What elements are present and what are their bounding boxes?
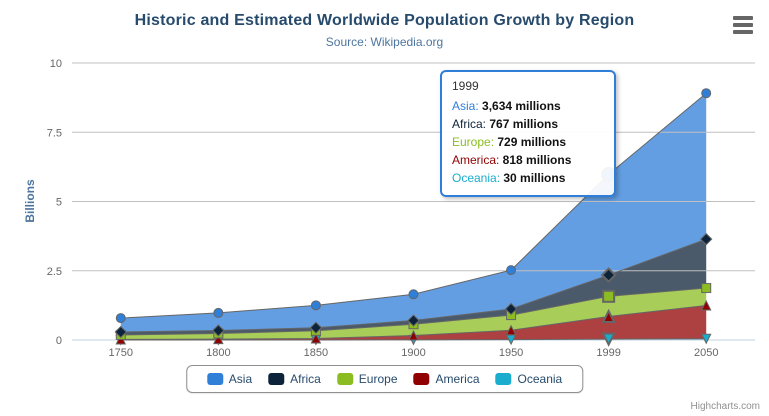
legend-item-america[interactable]: America [413,372,480,386]
x-axis-label-1900: 1900 [401,347,425,359]
tooltip-row-europe: Europe: 729 millions [452,133,604,151]
marker-america-1900[interactable] [408,329,419,341]
y-axis-label: 0 [56,335,62,347]
marker-oceania-2050[interactable] [700,333,712,345]
marker-oceania-1999[interactable] [601,332,616,347]
marker-america-2050[interactable] [700,299,712,311]
chart-title: Historic and Estimated Worldwide Populat… [134,12,635,29]
tooltip-rows: Asia: 3,634 millions Africa: 767 millions… [452,97,604,187]
legend-swatch-africa [268,373,285,385]
marker-africa-1850[interactable] [309,321,323,334]
x-axis-label-1800: 1800 [206,347,230,359]
x-axis-label-1750: 1750 [109,347,133,359]
marker-america-1850[interactable] [310,332,322,344]
marker-europe-2050[interactable] [701,283,712,294]
tooltip-series-name: Asia: [452,99,479,113]
series-area-africa[interactable] [120,239,707,335]
series-area-america[interactable] [120,305,707,340]
legend-label-africa: Africa [290,372,321,386]
export-menu-button[interactable] [730,14,756,36]
y-axis-label: 2.5 [47,266,62,278]
x-axis-label-1950: 1950 [499,347,523,359]
chart-subtitle: Source: Wikipedia.org [325,35,444,49]
tooltip-row-america: America: 818 millions [452,151,604,169]
marker-america-1999[interactable] [601,308,616,324]
tooltip-series-value: 818 millions [499,153,572,167]
marker-america-1950[interactable] [505,324,517,336]
tooltip-row-africa: Africa: 767 millions [452,115,604,133]
marker-asia-1850[interactable] [310,300,321,311]
legend-swatch-asia [206,373,223,385]
series-area-asia[interactable] [120,93,707,332]
legend-item-europe[interactable]: Europe [336,372,398,386]
marker-africa-1800[interactable] [212,324,225,337]
legend-item-asia[interactable]: Asia [206,372,253,386]
marker-asia-1900[interactable] [408,289,419,300]
tooltip-series-value: 767 millions [486,117,559,131]
tooltip-row-asia: Asia: 3,634 millions [452,97,604,115]
x-axis-label-1999: 1999 [596,347,620,359]
tooltip-series-name: Oceania: [452,171,501,185]
legend-item-africa[interactable]: Africa [268,372,321,386]
y-axis-label: 5 [56,197,62,209]
marker-africa-1750[interactable] [114,325,127,339]
hamburger-icon [733,30,753,34]
tooltip-series-value: 3,634 millions [478,99,561,113]
tooltip: 1999 Asia: 3,634 millions Africa: 767 mil… [440,70,616,197]
legend-label-europe: Europe [358,372,398,386]
legend-swatch-oceania [495,373,512,385]
marker-asia-1750[interactable] [115,313,126,324]
legend: Asia Africa Europe America Oceania [185,365,584,393]
marker-africa-2050[interactable] [700,232,713,246]
hamburger-icon [733,23,753,27]
legend-item-oceania[interactable]: Oceania [495,372,563,386]
tooltip-header: 1999 [452,79,479,93]
y-axis-label: 10 [50,58,62,70]
x-axis-label-2050: 2050 [694,347,718,359]
marker-africa-1950[interactable] [504,302,518,316]
marker-africa-1900[interactable] [407,314,420,327]
marker-asia-2050[interactable] [701,88,712,99]
tooltip-series-value: 729 millions [494,135,567,149]
marker-america-1800[interactable] [213,333,224,345]
legend-swatch-europe [336,373,353,385]
legend-label-america: America [435,372,480,386]
legend-swatch-america [413,373,430,385]
tooltip-series-value: 30 millions [500,171,566,185]
marker-asia-1800[interactable] [213,307,224,318]
marker-asia-1950[interactable] [506,265,517,276]
y-axis-label: 7.5 [47,127,62,139]
legend-label-oceania: Oceania [517,372,563,386]
tooltip-series-name: America: [452,153,500,167]
credits-link[interactable]: Highcharts.com [690,401,760,412]
tooltip-series-name: Africa: [452,117,487,131]
tooltip-row-oceania: Oceania: 30 millions [452,169,604,187]
legend-label-asia: Asia [228,372,253,386]
tooltip-series-name: Europe: [452,135,495,149]
marker-africa-1999[interactable] [600,267,617,283]
x-axis-label-1850: 1850 [304,347,328,359]
hamburger-icon [733,16,753,20]
marker-europe-1999[interactable] [602,289,616,303]
